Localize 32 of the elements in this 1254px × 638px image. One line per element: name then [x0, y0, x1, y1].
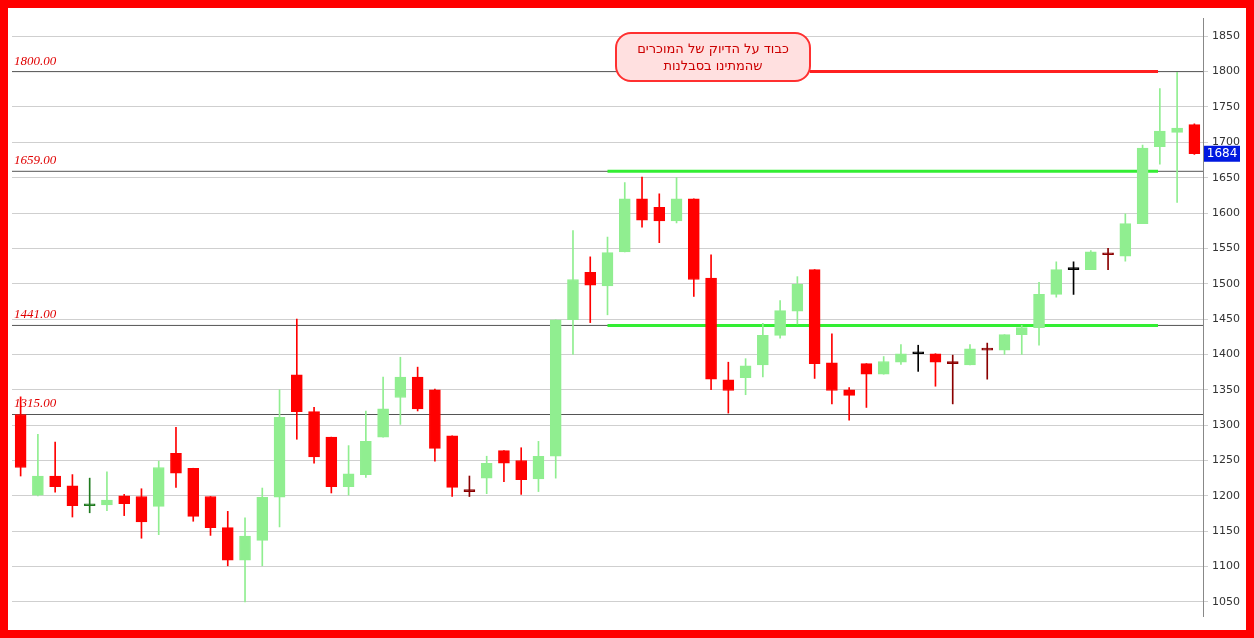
y-tick-label: 1850: [1212, 29, 1241, 43]
speech-bubble: כבוד על הדיוק של המוכרים שהמתינו בסבלנות: [615, 32, 811, 82]
candlestick: [1171, 72, 1183, 203]
y-tick-label: 1150: [1212, 524, 1241, 538]
ref-line-label: 1659.00: [14, 152, 57, 168]
y-tick-label: 1050: [1212, 594, 1241, 608]
y-tick-label: 1350: [1212, 382, 1241, 396]
candlestick: [83, 477, 96, 514]
candlestick: [1102, 248, 1114, 270]
y-tick-label: 1750: [1212, 99, 1241, 113]
y-tick-label: 1600: [1212, 205, 1241, 219]
y-tick-label: 1250: [1212, 453, 1241, 467]
candlestick: [981, 342, 994, 380]
candlestick: [49, 441, 61, 493]
y-tick-label: 1800: [1212, 64, 1241, 78]
candlestick: [946, 354, 959, 405]
ref-line-label: 1441.00: [14, 306, 57, 322]
annotation: 1684: [1206, 145, 1238, 160]
y-tick-label: 1650: [1212, 170, 1241, 184]
candlestick: [912, 344, 925, 372]
ref-line-label: 1800.00: [14, 52, 57, 68]
y-tick-label: 1400: [1212, 347, 1241, 361]
candlestick: [1154, 88, 1166, 165]
candlestick: [584, 256, 597, 323]
y-tick-label: 1100: [1212, 559, 1241, 573]
y-tick-label: 1500: [1212, 276, 1241, 290]
y-tick-label: 1450: [1212, 311, 1241, 325]
candlestick: [843, 387, 855, 421]
candlestick: [1015, 325, 1028, 355]
y-tick-label: 1550: [1212, 241, 1241, 255]
y-tick-label: 1200: [1212, 488, 1241, 502]
y-tick-label: 1300: [1212, 417, 1241, 431]
